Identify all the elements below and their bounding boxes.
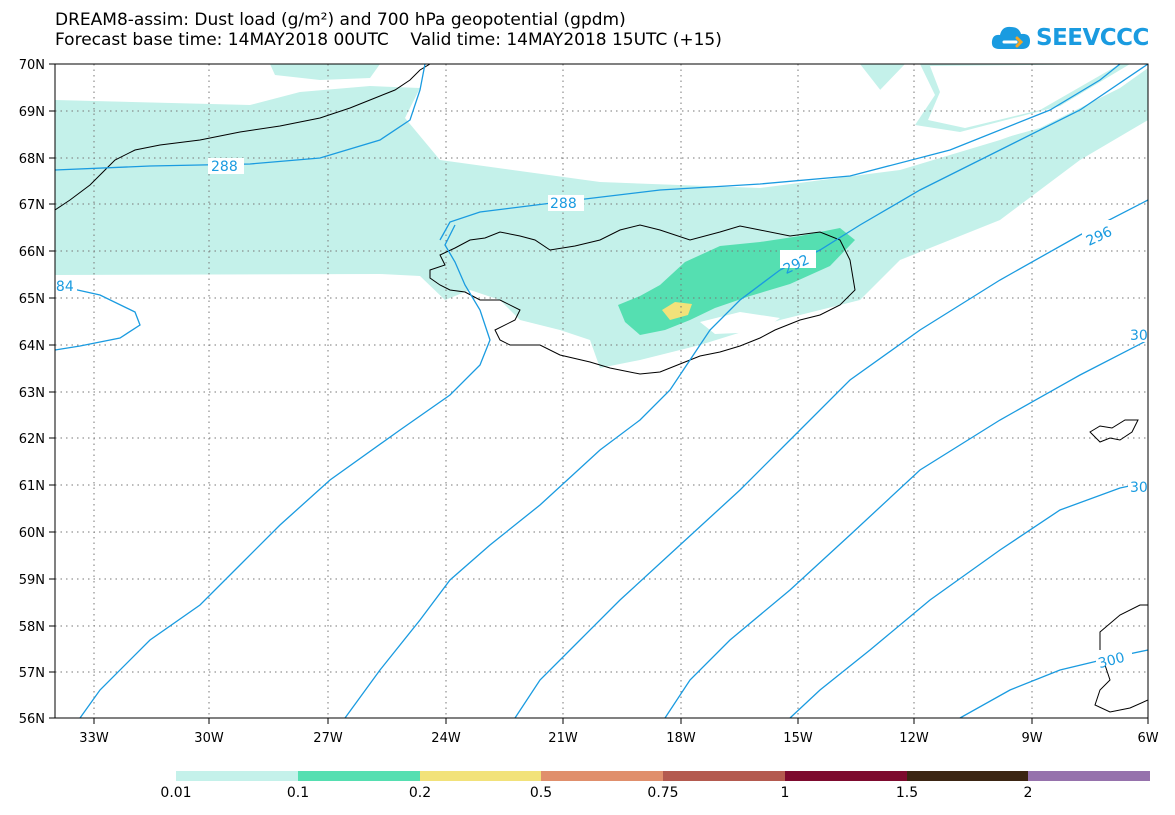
colorbar-label: 2: [1023, 785, 1033, 801]
contour-300: [664, 339, 1148, 718]
contour-label-288-west: 288: [211, 159, 238, 175]
lon-label: 12W: [899, 731, 929, 746]
colorbar-label: 1.5: [895, 785, 919, 801]
axis-ticks: [49, 63, 1149, 724]
colorbar-segment: [176, 771, 298, 781]
lat-label: 57N: [19, 666, 45, 681]
seevccc-logo: SEEVCCC: [990, 20, 1149, 56]
colorbar-segment: [298, 771, 420, 781]
colorbar-segment: [541, 771, 663, 781]
lon-label: 6W: [1137, 731, 1158, 746]
map-plot-area: 288 288 284 292 296 30 30 300: [47, 64, 1148, 718]
lat-label: 67N: [19, 198, 45, 213]
lat-label: 70N: [19, 58, 45, 73]
logo-text: SEEVCCC: [1036, 25, 1149, 51]
colorbar-segment: [1028, 771, 1150, 781]
contour-label-284: 284: [47, 279, 74, 295]
colorbar-segment: [907, 771, 1028, 781]
lat-label: 58N: [19, 620, 45, 635]
geopotential-contours: [55, 64, 1148, 718]
lon-label: 33W: [79, 731, 109, 746]
colorbar-segment: [420, 771, 541, 781]
plot-frame: [54, 63, 1149, 719]
contour-label-304: 30: [1130, 480, 1148, 496]
lat-label: 65N: [19, 292, 45, 307]
contour-304: [789, 481, 1148, 718]
contour-288-west: [55, 64, 426, 171]
contour-label-300: 30: [1130, 328, 1148, 344]
lat-label: 56N: [19, 712, 45, 727]
lon-label: 30W: [194, 731, 224, 746]
latitude-labels: 70N 69N 68N 67N 66N 65N 64N 63N 62N 61N …: [19, 58, 45, 727]
lat-label: 68N: [19, 152, 45, 167]
colorbar-label: 0.1: [286, 785, 310, 801]
lat-label: 61N: [19, 479, 45, 494]
colorbar-label: 1: [780, 785, 790, 801]
lat-label: 60N: [19, 526, 45, 541]
faroe-islands: [1089, 419, 1139, 443]
lon-label: 15W: [783, 731, 813, 746]
graticule: [55, 64, 1148, 718]
lat-label: 66N: [19, 245, 45, 260]
lon-label: 18W: [666, 731, 696, 746]
contour-label-308: 300: [1097, 650, 1127, 672]
lat-label: 59N: [19, 573, 45, 588]
lat-label: 69N: [19, 105, 45, 120]
colorbar-label: 0.2: [408, 785, 432, 801]
colorbar-segment: [785, 771, 907, 781]
longitude-labels: 33W 30W 27W 24W 21W 18W 15W 12W 9W 6W: [79, 731, 1158, 746]
iceland-coast: [429, 224, 856, 375]
contour-288-east: [439, 64, 1121, 241]
dust-clear-zone-4: [700, 312, 780, 334]
lon-label: 24W: [431, 731, 461, 746]
contour-label-288-east: 288: [550, 196, 577, 212]
contour-labels: 288 288 284 292 296 30 30 300: [47, 158, 1148, 672]
colorbar-label: 0.75: [647, 785, 679, 801]
dust-shading-0.2: [662, 302, 692, 320]
lon-label: 21W: [548, 731, 578, 746]
lon-label: 27W: [313, 731, 343, 746]
chart-title: DREAM8-assim: Dust load (g/m²) and 700 h…: [55, 10, 626, 30]
lon-label: 9W: [1021, 731, 1042, 746]
colorbar-label: 0.01: [160, 785, 192, 801]
contour-292: [79, 224, 491, 718]
dust-clear-zone-3: [928, 64, 1120, 128]
lat-label: 62N: [19, 432, 45, 447]
colorbar-segment: [663, 771, 785, 781]
chart-subtitle: Forecast base time: 14MAY2018 00UTC Vali…: [55, 30, 722, 50]
colorbar-label: 0.5: [529, 785, 553, 801]
cloud-icon: [991, 26, 1030, 49]
contour-292b: [344, 64, 1148, 718]
lat-label: 64N: [19, 339, 45, 354]
contour-284: [55, 284, 141, 351]
lat-label: 63N: [19, 386, 45, 401]
greenland-coast: [55, 64, 431, 211]
contour-296: [514, 199, 1148, 718]
